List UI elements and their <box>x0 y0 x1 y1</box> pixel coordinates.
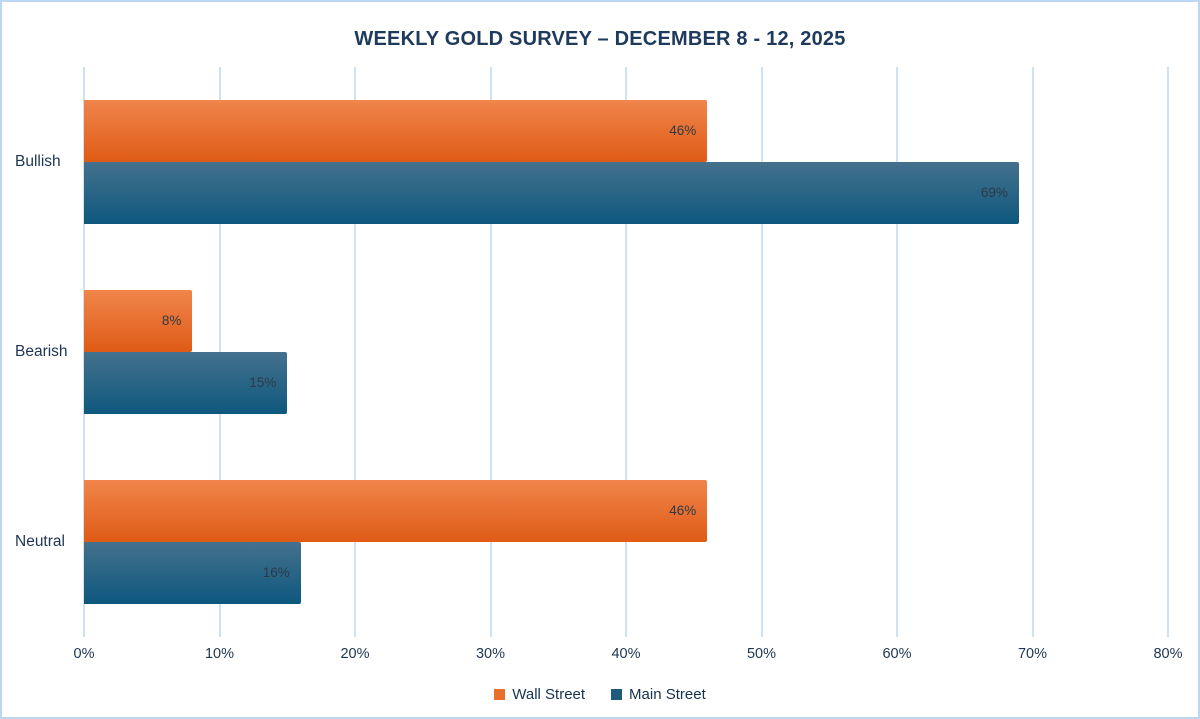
x-axis-tick-label: 40% <box>611 646 641 662</box>
legend-item-main-street: Main Street <box>611 686 706 703</box>
legend-swatch-icon <box>611 688 623 700</box>
data-label: 46% <box>669 123 697 138</box>
legend: Wall Street Main Street <box>2 683 1198 705</box>
x-axis-tick-label: 70% <box>1017 646 1048 662</box>
x-axis-tick-label: 0% <box>73 646 95 662</box>
x-axis-tick-label: 30% <box>475 646 506 662</box>
bar-neutral-wall-street: 46% <box>84 480 708 542</box>
plot-area: 46% 69% 8% 15% 46% 16% <box>83 67 1169 637</box>
y-axis-category-label: Neutral <box>15 533 65 550</box>
bar-bullish-wall-street: 46% <box>84 100 708 162</box>
legend-label: Wall Street <box>512 685 586 703</box>
data-label: 8% <box>161 313 182 328</box>
bar-neutral-main-street: 16% <box>84 542 301 604</box>
gridline <box>896 67 898 637</box>
gridline <box>760 67 763 637</box>
y-axis-category-label: Bearish <box>15 343 68 360</box>
legend-item-wall-street: Wall Street <box>494 686 585 703</box>
x-axis-tick-label: 60% <box>882 646 912 662</box>
bar-bearish-wall-street: 8% <box>84 290 193 352</box>
data-label: 46% <box>669 503 697 518</box>
x-axis-tick-label: 10% <box>204 646 235 662</box>
gridline <box>489 67 492 637</box>
x-axis-tick-label: 50% <box>746 646 777 662</box>
x-axis-tick-label: 80% <box>1153 646 1183 662</box>
bar-bearish-main-street: 15% <box>84 352 288 414</box>
data-label: 69% <box>980 185 1008 200</box>
gridline <box>1031 67 1034 637</box>
data-label: 15% <box>249 375 277 390</box>
legend-swatch-icon <box>494 688 506 700</box>
y-axis-category-label: Bullish <box>15 153 61 170</box>
data-label: 16% <box>262 565 290 580</box>
legend-label: Main Street <box>629 685 706 703</box>
chart-title: WEEKLY GOLD SURVEY – DECEMBER 8 - 12, 20… <box>354 28 846 50</box>
x-axis-tick-label: 20% <box>340 646 370 662</box>
gridline <box>354 67 356 637</box>
gridline <box>1167 67 1169 637</box>
gridline <box>625 67 627 637</box>
bar-bullish-main-street: 69% <box>84 162 1019 224</box>
